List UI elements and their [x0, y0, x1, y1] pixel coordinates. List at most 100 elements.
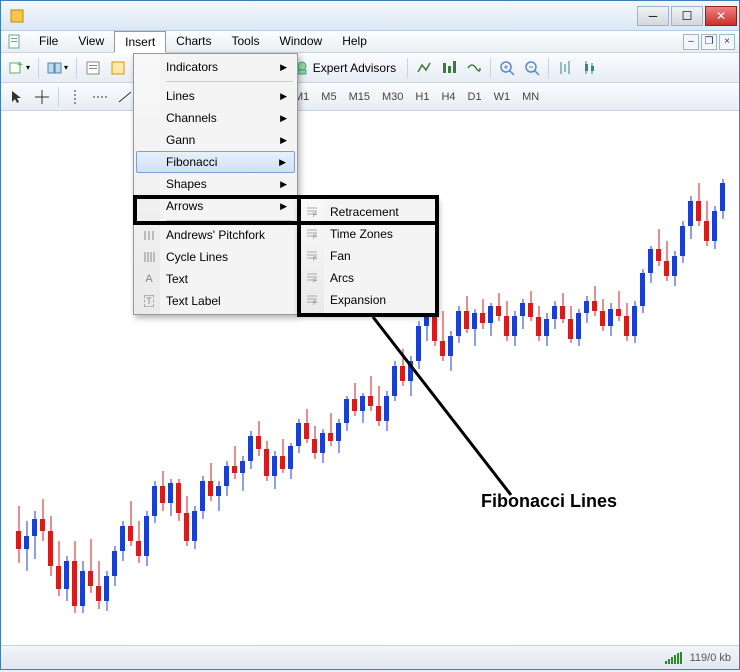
toolbar-drawing: A T ▾ M1M5M15M30H1H4D1W1MN: [1, 83, 739, 111]
menu-help[interactable]: Help: [332, 31, 377, 53]
candle: [472, 114, 477, 644]
candle: [376, 114, 381, 644]
menu-view[interactable]: View: [68, 31, 114, 53]
svg-text:F: F: [313, 235, 317, 240]
menu-item-fibonacci[interactable]: Fibonacci▶: [136, 151, 295, 173]
timeframe-d1[interactable]: D1: [462, 87, 488, 107]
candle: [648, 114, 653, 644]
maximize-button[interactable]: ☐: [671, 6, 703, 26]
candle: [416, 114, 421, 644]
timeframe-mn[interactable]: MN: [516, 87, 545, 107]
new-chart-button[interactable]: +▾: [5, 57, 34, 79]
profiles-button[interactable]: ▾: [43, 57, 72, 79]
mdi-controls: – ❐ ×: [683, 34, 735, 50]
candle: [704, 114, 709, 644]
market-watch-button[interactable]: [81, 57, 105, 79]
cursor-button[interactable]: [5, 86, 29, 108]
titlebar: ─ ☐ ✕: [1, 1, 739, 31]
expert-advisors-label: Expert Advisors: [313, 61, 396, 75]
candle: [88, 114, 93, 644]
svg-text:+: +: [17, 60, 23, 71]
bar-chart-button[interactable]: [553, 57, 577, 79]
submenu-item-arcs[interactable]: FArcs: [300, 267, 434, 289]
candle: [608, 114, 613, 644]
candle: [56, 114, 61, 644]
menu-item-cycle-lines[interactable]: Cycle Lines: [136, 246, 295, 268]
candle: [304, 114, 309, 644]
annotation-text: Fibonacci Lines: [481, 491, 617, 512]
close-button[interactable]: ✕: [705, 6, 737, 26]
candle: [384, 114, 389, 644]
submenu-item-fan[interactable]: FFan: [300, 245, 434, 267]
menu-item-andrews-pitchfork[interactable]: Andrews' Pitchfork: [136, 224, 295, 246]
candle: [440, 114, 445, 644]
toolbar-main: +▾ ▾ +Order ! Expert Advisors: [1, 53, 739, 83]
menu-file[interactable]: File: [29, 31, 68, 53]
candle: [96, 114, 101, 644]
mdi-close-button[interactable]: ×: [719, 34, 735, 50]
menu-tools[interactable]: Tools: [222, 31, 270, 53]
chart-area[interactable]: [2, 114, 738, 644]
insert-menu-dropdown: Indicators▶ Lines▶Channels▶Gann▶Fibonacci…: [133, 53, 298, 315]
connection-icon: [665, 652, 682, 664]
menubar: FileViewInsertChartsToolsWindowHelp – ❐ …: [1, 31, 739, 53]
submenu-item-retracement[interactable]: FRetracement: [300, 201, 434, 223]
zoom-in-button[interactable]: [495, 57, 519, 79]
candle: [576, 114, 581, 644]
submenu-item-time-zones[interactable]: FTime Zones: [300, 223, 434, 245]
templates-button[interactable]: [462, 57, 486, 79]
timeframe-w1[interactable]: W1: [488, 87, 517, 107]
submenu-item-expansion[interactable]: FExpansion: [300, 289, 434, 311]
menu-window[interactable]: Window: [270, 31, 333, 53]
candle: [568, 114, 573, 644]
periodicity-button[interactable]: [437, 57, 461, 79]
app-window: ─ ☐ ✕ FileViewInsertChartsToolsWindowHel…: [0, 0, 740, 670]
candle: [32, 114, 37, 644]
candle-chart-button[interactable]: [578, 57, 602, 79]
mdi-restore-button[interactable]: ❐: [701, 34, 717, 50]
menu-item-gann[interactable]: Gann▶: [136, 129, 295, 151]
menu-item-text-label[interactable]: TText Label: [136, 290, 295, 312]
candle: [600, 114, 605, 644]
menu-insert[interactable]: Insert: [114, 31, 166, 53]
candle: [432, 114, 437, 644]
menu-item-channels[interactable]: Channels▶: [136, 107, 295, 129]
candle: [688, 114, 693, 644]
menu-item-lines[interactable]: Lines▶: [136, 85, 295, 107]
candle: [112, 114, 117, 644]
candle: [48, 114, 53, 644]
timeframe-h4[interactable]: H4: [435, 87, 461, 107]
timeframe-m5[interactable]: M5: [315, 87, 342, 107]
candle: [672, 114, 677, 644]
candle: [664, 114, 669, 644]
menu-item-text[interactable]: AText: [136, 268, 295, 290]
doc-icon: [7, 34, 23, 50]
candle: [408, 114, 413, 644]
candle: [456, 114, 461, 644]
hline-button[interactable]: [88, 86, 112, 108]
candle: [72, 114, 77, 644]
candle: [16, 114, 21, 644]
mdi-minimize-button[interactable]: –: [683, 34, 699, 50]
candle: [480, 114, 485, 644]
minimize-button[interactable]: ─: [637, 6, 669, 26]
indicator-list-button[interactable]: [412, 57, 436, 79]
candle: [392, 114, 397, 644]
expert-advisors-button[interactable]: Expert Advisors: [287, 57, 403, 79]
zoom-out-button[interactable]: [520, 57, 544, 79]
svg-text:F: F: [313, 257, 317, 262]
vline-button[interactable]: [63, 86, 87, 108]
menu-item-shapes[interactable]: Shapes▶: [136, 173, 295, 195]
candle: [640, 114, 645, 644]
candle: [592, 114, 597, 644]
candle: [64, 114, 69, 644]
candle: [344, 114, 349, 644]
menu-item-arrows[interactable]: Arrows▶: [136, 195, 295, 217]
timeframe-m15[interactable]: M15: [343, 87, 376, 107]
menu-item-indicators[interactable]: Indicators▶: [136, 56, 295, 78]
timeframe-h1[interactable]: H1: [409, 87, 435, 107]
navigator-button[interactable]: [106, 57, 130, 79]
crosshair-button[interactable]: [30, 86, 54, 108]
timeframe-m30[interactable]: M30: [376, 87, 409, 107]
menu-charts[interactable]: Charts: [166, 31, 221, 53]
